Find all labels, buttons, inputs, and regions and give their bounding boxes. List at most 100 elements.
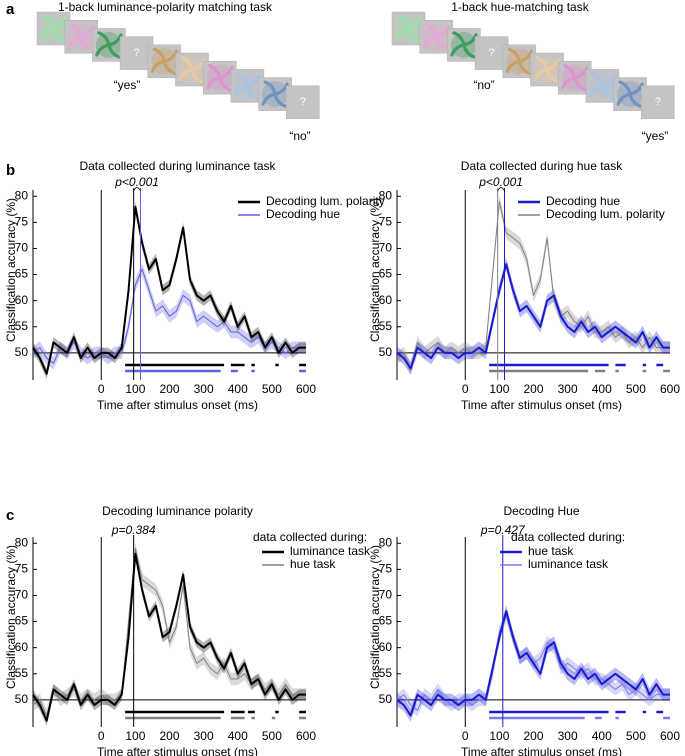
stimulus: ? xyxy=(641,85,675,120)
line-chart: Data collected during hue task Time after… xyxy=(368,159,680,412)
y-axis-label: Classification accuracy (%) xyxy=(4,198,18,342)
panel-letter: b xyxy=(6,162,15,179)
x-tick-label: 500 xyxy=(626,382,646,396)
y-tick-label: 75 xyxy=(379,215,393,229)
x-tick-label: 200 xyxy=(523,729,543,743)
y-tick-label: 80 xyxy=(15,535,29,549)
x-tick-label: 400 xyxy=(228,729,248,743)
chart-title: Data collected during luminance task xyxy=(79,159,276,173)
data-line xyxy=(32,552,306,722)
error-band xyxy=(33,548,306,726)
y-tick-label: 70 xyxy=(15,588,29,602)
x-tick-label: 300 xyxy=(194,382,214,396)
y-tick-label: 65 xyxy=(15,267,29,281)
task-title: 1-back luminance-polarity matching task xyxy=(58,0,273,14)
legend-label: Decoding lum. polarity xyxy=(266,194,385,208)
legend-title: data collected during: xyxy=(511,530,625,544)
panel-letter: c xyxy=(6,507,14,524)
stimulus xyxy=(530,52,564,87)
x-tick-label: 300 xyxy=(194,729,214,743)
data-line xyxy=(396,610,670,717)
y-tick-label: 65 xyxy=(379,267,393,281)
legend-label: Decoding hue xyxy=(266,207,340,221)
stimulus xyxy=(613,77,647,111)
line-chart: b Data collected during luminance task Tim… xyxy=(4,159,385,412)
y-tick-label: 55 xyxy=(379,319,393,333)
error-band xyxy=(397,195,670,375)
stimulus xyxy=(230,69,265,103)
x-tick-label: 300 xyxy=(558,729,578,743)
x-tick-label: 600 xyxy=(660,382,680,396)
y-tick-label: 80 xyxy=(379,535,393,549)
legend-label: hue task xyxy=(290,557,336,571)
swirl-arm xyxy=(535,55,549,72)
x-tick-label: 300 xyxy=(558,382,578,396)
x-tick-label: 200 xyxy=(523,382,543,396)
x-tick-label: 100 xyxy=(125,382,145,396)
y-tick-label: 50 xyxy=(15,692,29,706)
legend-label: hue task xyxy=(528,544,574,558)
swirl-arm xyxy=(424,23,438,39)
swirl-arm xyxy=(41,14,56,31)
query-mark: ? xyxy=(489,47,495,59)
line-chart: Decoding Hue Time after stimulus onset (m… xyxy=(368,504,680,756)
x-tick-label: 200 xyxy=(159,729,179,743)
y-axis-label: Classification accuracy (%) xyxy=(368,198,382,342)
y-tick-label: 70 xyxy=(379,241,393,255)
y-tick-label: 50 xyxy=(15,345,29,359)
y-tick-label: 55 xyxy=(15,319,29,333)
data-line xyxy=(396,263,670,370)
y-tick-label: 75 xyxy=(15,215,29,229)
error-band xyxy=(33,201,306,379)
swirl-arm xyxy=(97,31,111,47)
p-value: p=0.384 xyxy=(111,523,156,537)
x-tick-label: 500 xyxy=(262,729,282,743)
y-tick-label: 60 xyxy=(379,640,393,654)
legend-title: data collected during: xyxy=(253,530,367,544)
chart-title: Decoding Hue xyxy=(503,504,579,518)
answer-label: “yes” xyxy=(642,129,669,143)
task-title: 1-back hue-matching task xyxy=(451,0,589,14)
y-tick-label: 55 xyxy=(15,666,29,680)
y-tick-label: 55 xyxy=(379,666,393,680)
x-tick-label: 200 xyxy=(159,382,179,396)
x-tick-label: 100 xyxy=(489,729,509,743)
stimulus-frame xyxy=(641,85,675,120)
stimulus-frame xyxy=(286,85,320,120)
legend-label: Decoding lum. polarity xyxy=(546,207,665,221)
swirl-arm xyxy=(452,31,466,47)
y-tick-label: 80 xyxy=(15,188,29,202)
answer-label: “yes” xyxy=(114,78,141,92)
legend-label: Decoding hue xyxy=(546,194,620,208)
y-tick-label: 70 xyxy=(379,588,393,602)
x-axis-label: Time after stimulus onset (ms) xyxy=(461,398,622,412)
y-tick-label: 80 xyxy=(379,188,393,202)
swirl-arm xyxy=(208,64,222,80)
x-tick-label: 0 xyxy=(462,729,469,743)
data-line xyxy=(396,200,670,370)
swirl-arm xyxy=(590,72,605,88)
p-value: p=0.427 xyxy=(480,523,526,537)
x-tick-label: 100 xyxy=(125,729,145,743)
p-value: p<0.001 xyxy=(114,175,159,189)
y-tick-label: 65 xyxy=(15,614,29,628)
x-axis-label: Time after stimulus onset (ms) xyxy=(461,745,622,756)
x-axis-label: Time after stimulus onset (ms) xyxy=(97,398,258,412)
x-tick-label: 400 xyxy=(592,382,612,396)
swirl-arm xyxy=(152,47,166,63)
x-tick-label: 400 xyxy=(592,729,612,743)
query-mark: ? xyxy=(134,47,140,59)
y-tick-label: 60 xyxy=(15,293,29,307)
x-tick-label: 600 xyxy=(296,729,316,743)
x-tick-label: 500 xyxy=(626,729,646,743)
y-tick-label: 70 xyxy=(15,241,29,255)
answer-label: “no” xyxy=(473,78,494,92)
y-tick-label: 75 xyxy=(379,562,393,576)
p-value: p<0.001 xyxy=(478,175,523,189)
y-tick-label: 50 xyxy=(379,345,393,359)
answer-label: “no” xyxy=(289,129,310,143)
x-tick-label: 100 xyxy=(489,382,509,396)
query-mark: ? xyxy=(300,96,306,108)
error-band xyxy=(33,542,306,722)
